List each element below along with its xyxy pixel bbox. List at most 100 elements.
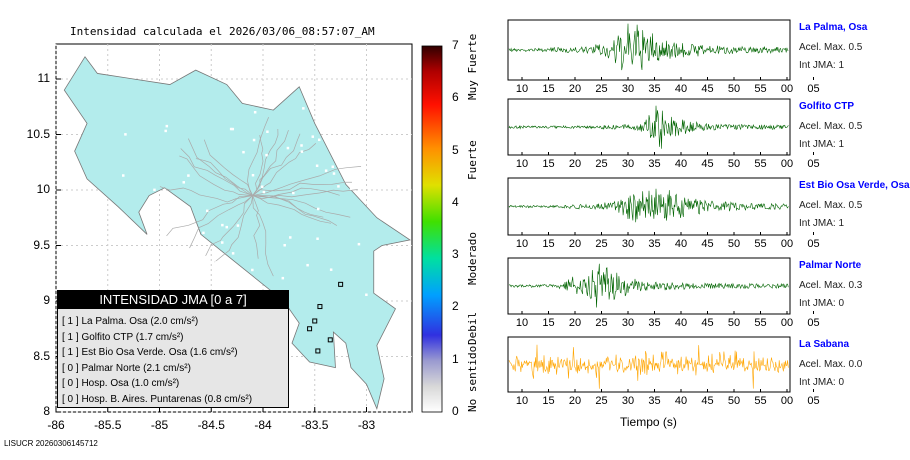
lon-tick-label: -83.5 [301, 418, 329, 432]
time-tick-label: 40 [674, 158, 688, 170]
station-int-jma: Int JMA: 1 [799, 139, 845, 150]
time-tick-label: 25 [595, 158, 608, 170]
time-tick-label: 00 [780, 317, 794, 329]
station-marker [307, 326, 313, 332]
time-tick-label: 50 [727, 158, 741, 170]
city-marker [252, 138, 256, 142]
legend-item: [ 1 ] Est Bio Osa Verde. Osa (1.6 cm/s²) [62, 347, 238, 358]
road [159, 186, 253, 203]
waveform-panel [507, 257, 791, 315]
lon-tick-label: -84 [254, 418, 272, 432]
time-tick-label: 35 [648, 317, 661, 329]
station-acel-max: Acel. Max. 0.5 [799, 200, 863, 211]
time-tick-label: 45 [701, 317, 714, 329]
time-tick-label: 15 [542, 83, 555, 95]
city-marker [164, 129, 167, 133]
time-tick-label: 40 [674, 238, 688, 250]
road [252, 195, 337, 226]
city-marker [306, 263, 309, 267]
time-tick-label: 00 [780, 158, 794, 170]
city-marker [251, 268, 254, 272]
city-marker [221, 223, 224, 227]
station-int-jma: Int JMA: 0 [799, 298, 845, 309]
station-marker [338, 281, 344, 287]
waveform-panel [507, 336, 791, 393]
time-tick-label: 55 [754, 238, 767, 250]
city-marker [331, 165, 335, 168]
lon-tick-label: -86 [47, 418, 65, 432]
city-marker [300, 150, 304, 153]
time-tick-label: 15 [542, 395, 555, 407]
city-marker [187, 174, 190, 177]
city-marker [283, 243, 286, 247]
city-marker [337, 185, 340, 188]
map-title: Intensidad calculada el 2026/03/06_08:57… [70, 25, 375, 38]
time-tick-label: 30 [621, 395, 635, 407]
road [189, 195, 253, 249]
time-tick-label: 45 [701, 395, 714, 407]
time-tick-label: 05 [807, 395, 820, 407]
city-marker [327, 121, 331, 124]
road [252, 187, 340, 200]
station-int-jma: Int JMA: 1 [799, 218, 845, 229]
city-marker [206, 209, 209, 213]
legend-item: [ 0 ] Palmar Norte (2.1 cm/s²) [62, 362, 191, 374]
city-marker [229, 127, 233, 131]
time-tick-label: 05 [807, 238, 820, 250]
station-name: La Palma, Osa [799, 22, 868, 33]
city-marker [265, 153, 268, 157]
city-marker [231, 252, 235, 255]
city-marker [330, 138, 333, 141]
road [205, 195, 253, 257]
time-tick-label: 50 [727, 83, 741, 95]
road [195, 158, 253, 196]
station-acel-max: Acel. Max. 0.5 [799, 42, 863, 53]
footer-id: LISUCR 20260306145712 [4, 439, 98, 448]
time-tick-label: 10 [515, 83, 529, 95]
station-acel-max: Acel. Max. 0.5 [799, 121, 863, 132]
colorbar-tick-label: 6 [452, 90, 459, 105]
time-tick-label: 35 [648, 83, 661, 95]
city-marker [161, 194, 165, 197]
city-marker [315, 164, 319, 168]
station-marker [315, 348, 321, 354]
road [247, 117, 269, 196]
colorbar-tick-label: 5 [452, 142, 459, 157]
city-marker [242, 150, 245, 154]
city-marker [253, 110, 257, 114]
legend-item: [ 1 ] La Palma. Osa (2.0 cm/s²) [62, 316, 199, 327]
city-marker [251, 173, 255, 177]
time-tick-label: 25 [595, 83, 608, 95]
legend-item: [ 0 ] Hosp. Osa (1.0 cm/s²) [62, 378, 180, 389]
time-tick-label: 15 [542, 238, 555, 250]
time-tick-label: 55 [754, 83, 767, 95]
colorbar-category: Debil [466, 311, 479, 345]
city-marker [262, 190, 266, 194]
city-marker [311, 135, 315, 138]
city-marker [316, 207, 320, 211]
city-marker [236, 224, 240, 227]
road [252, 181, 352, 196]
station-marker [327, 337, 333, 343]
time-tick-label: 10 [515, 395, 529, 407]
costa-rica-land [63, 56, 411, 410]
time-tick-label: 20 [568, 83, 582, 95]
colorbar-tick-label: 4 [452, 194, 459, 209]
time-tick-label: 55 [754, 395, 767, 407]
city-marker [365, 293, 368, 297]
time-tick-label: 25 [595, 317, 608, 329]
time-tick-label: 50 [727, 317, 741, 329]
time-tick-label: 35 [648, 238, 661, 250]
road [252, 195, 261, 259]
station-marker [317, 304, 323, 310]
station-int-jma: Int JMA: 0 [799, 377, 845, 388]
city-marker [153, 188, 156, 192]
time-tick-label: 10 [515, 238, 529, 250]
station-acel-max: Acel. Max. 0.3 [799, 280, 863, 291]
city-marker [332, 172, 336, 175]
road [252, 130, 289, 196]
time-tick-label: 35 [648, 395, 661, 407]
legend-item: [ 0 ] Hosp. B. Aires. Puntarenas (0.8 cm… [62, 393, 253, 405]
colorbar-tick-label: 2 [452, 299, 459, 314]
lon-tick-label: -84.5 [197, 418, 225, 432]
